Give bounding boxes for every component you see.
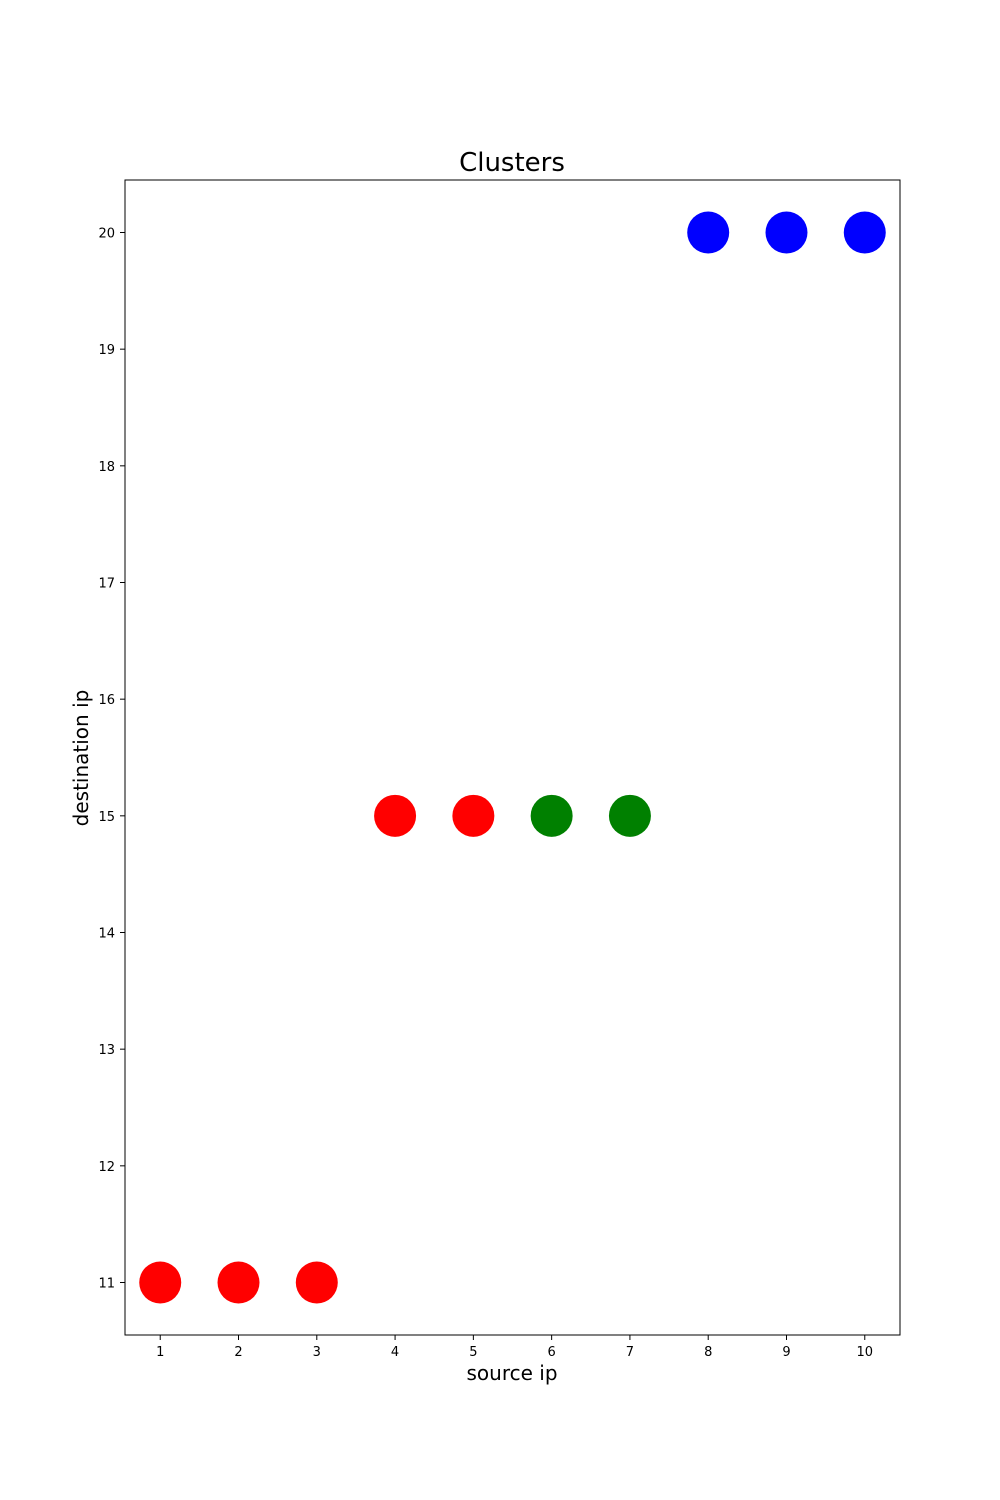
data-point-2 [217,1261,260,1304]
x-axis: 1 2 3 4 5 6 7 8 9 10 [156,1335,873,1360]
x-tick-label: 10 [856,1345,873,1360]
plot-frame [124,179,901,1336]
y-tick-label: 18 [98,460,115,475]
x-tick-label: 9 [782,1345,790,1360]
data-point-9 [765,211,808,254]
x-tick-label: 5 [469,1345,477,1360]
y-tick-label: 11 [98,1277,115,1292]
x-tick-label: 7 [626,1345,634,1360]
points-layer [139,211,886,1304]
data-point-10 [843,211,886,254]
data-point-8 [687,211,730,254]
y-axis-label: destination ip [69,690,93,827]
x-tick-label: 3 [313,1345,321,1360]
data-point-1 [139,1261,182,1304]
y-tick-label: 16 [98,693,115,708]
x-tick-label: 1 [156,1345,164,1360]
y-tick-label: 15 [98,810,115,825]
x-tick-label: 6 [548,1345,556,1360]
data-point-6 [530,794,573,837]
data-point-4 [374,794,417,837]
x-tick-label: 4 [391,1345,399,1360]
y-tick-label: 17 [98,577,115,592]
data-point-7 [608,794,651,837]
x-tick-label: 2 [234,1345,242,1360]
data-point-3 [295,1261,338,1304]
y-tick-label: 19 [98,343,115,358]
x-axis-label: source ip [466,1361,557,1385]
y-axis: 11 12 13 14 15 16 17 18 19 20 [98,227,125,1292]
data-point-5 [452,794,495,837]
y-tick-label: 12 [98,1160,115,1175]
chart-title: Clusters [459,148,565,178]
x-tick-label: 8 [704,1345,712,1360]
y-tick-label: 20 [98,227,115,242]
y-tick-label: 14 [98,927,115,942]
y-tick-label: 13 [98,1043,115,1058]
